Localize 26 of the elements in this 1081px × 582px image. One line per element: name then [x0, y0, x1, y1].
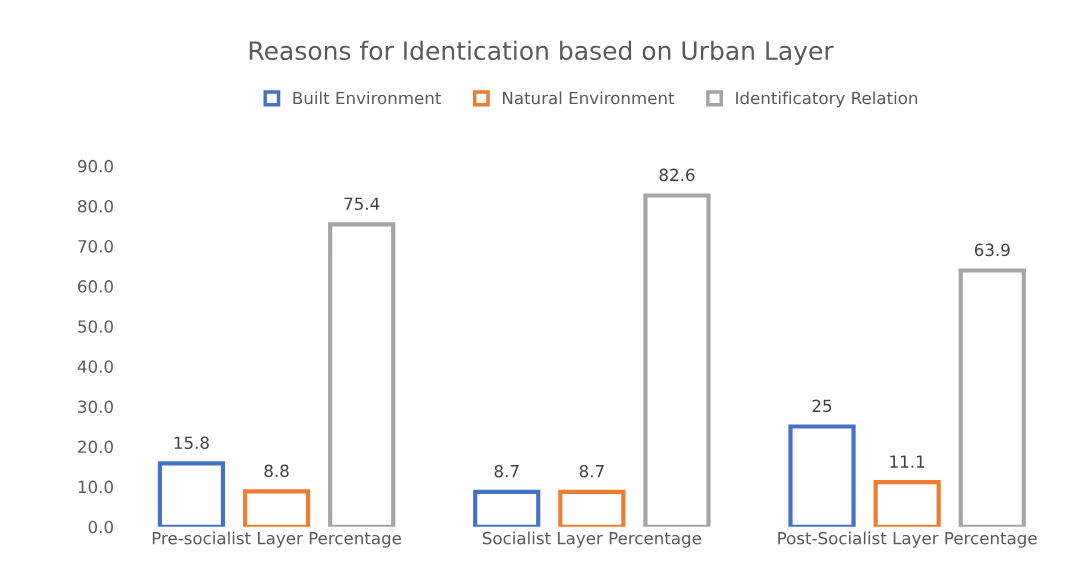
legend-label: Built Environment	[293, 91, 441, 105]
data-label: 8.8	[264, 464, 289, 478]
data-label: 11.1	[890, 455, 925, 468]
y-tick-label: 30.0	[78, 400, 113, 413]
data-label: 8.7	[579, 464, 604, 478]
legend-label: Natural Environment	[503, 91, 675, 105]
chart-title: Reasons for Identication based on Urban Layer	[249, 40, 834, 65]
y-tick-label: 20.0	[78, 440, 113, 454]
x-tick-label: Post-Socialist Layer Percentage	[778, 531, 1037, 548]
y-tick-label: 50.0	[78, 320, 113, 333]
x-tick-label: Socialist Layer Percentage	[482, 531, 701, 548]
data-label: 75.4	[344, 197, 380, 211]
data-label: 82.6	[659, 168, 695, 182]
data-label: 8.7	[494, 464, 519, 478]
y-tick-label: 0.0	[88, 520, 113, 534]
y-tick-label: 80.0	[78, 199, 113, 213]
x-tick-label: Pre-socialist Layer Percentage	[152, 531, 402, 548]
y-tick-label: 60.0	[78, 280, 113, 293]
data-label: 15.8	[174, 436, 209, 450]
y-tick-label: 10.0	[78, 480, 113, 494]
data-label: 63.9	[974, 243, 1010, 257]
y-tick-label: 90.0	[77, 159, 113, 173]
y-tick-label: 70.0	[78, 240, 113, 253]
data-label: 25	[812, 399, 832, 413]
y-tick-label: 40.0	[77, 360, 113, 373]
legend-label: Identificatory Relation	[736, 91, 918, 108]
